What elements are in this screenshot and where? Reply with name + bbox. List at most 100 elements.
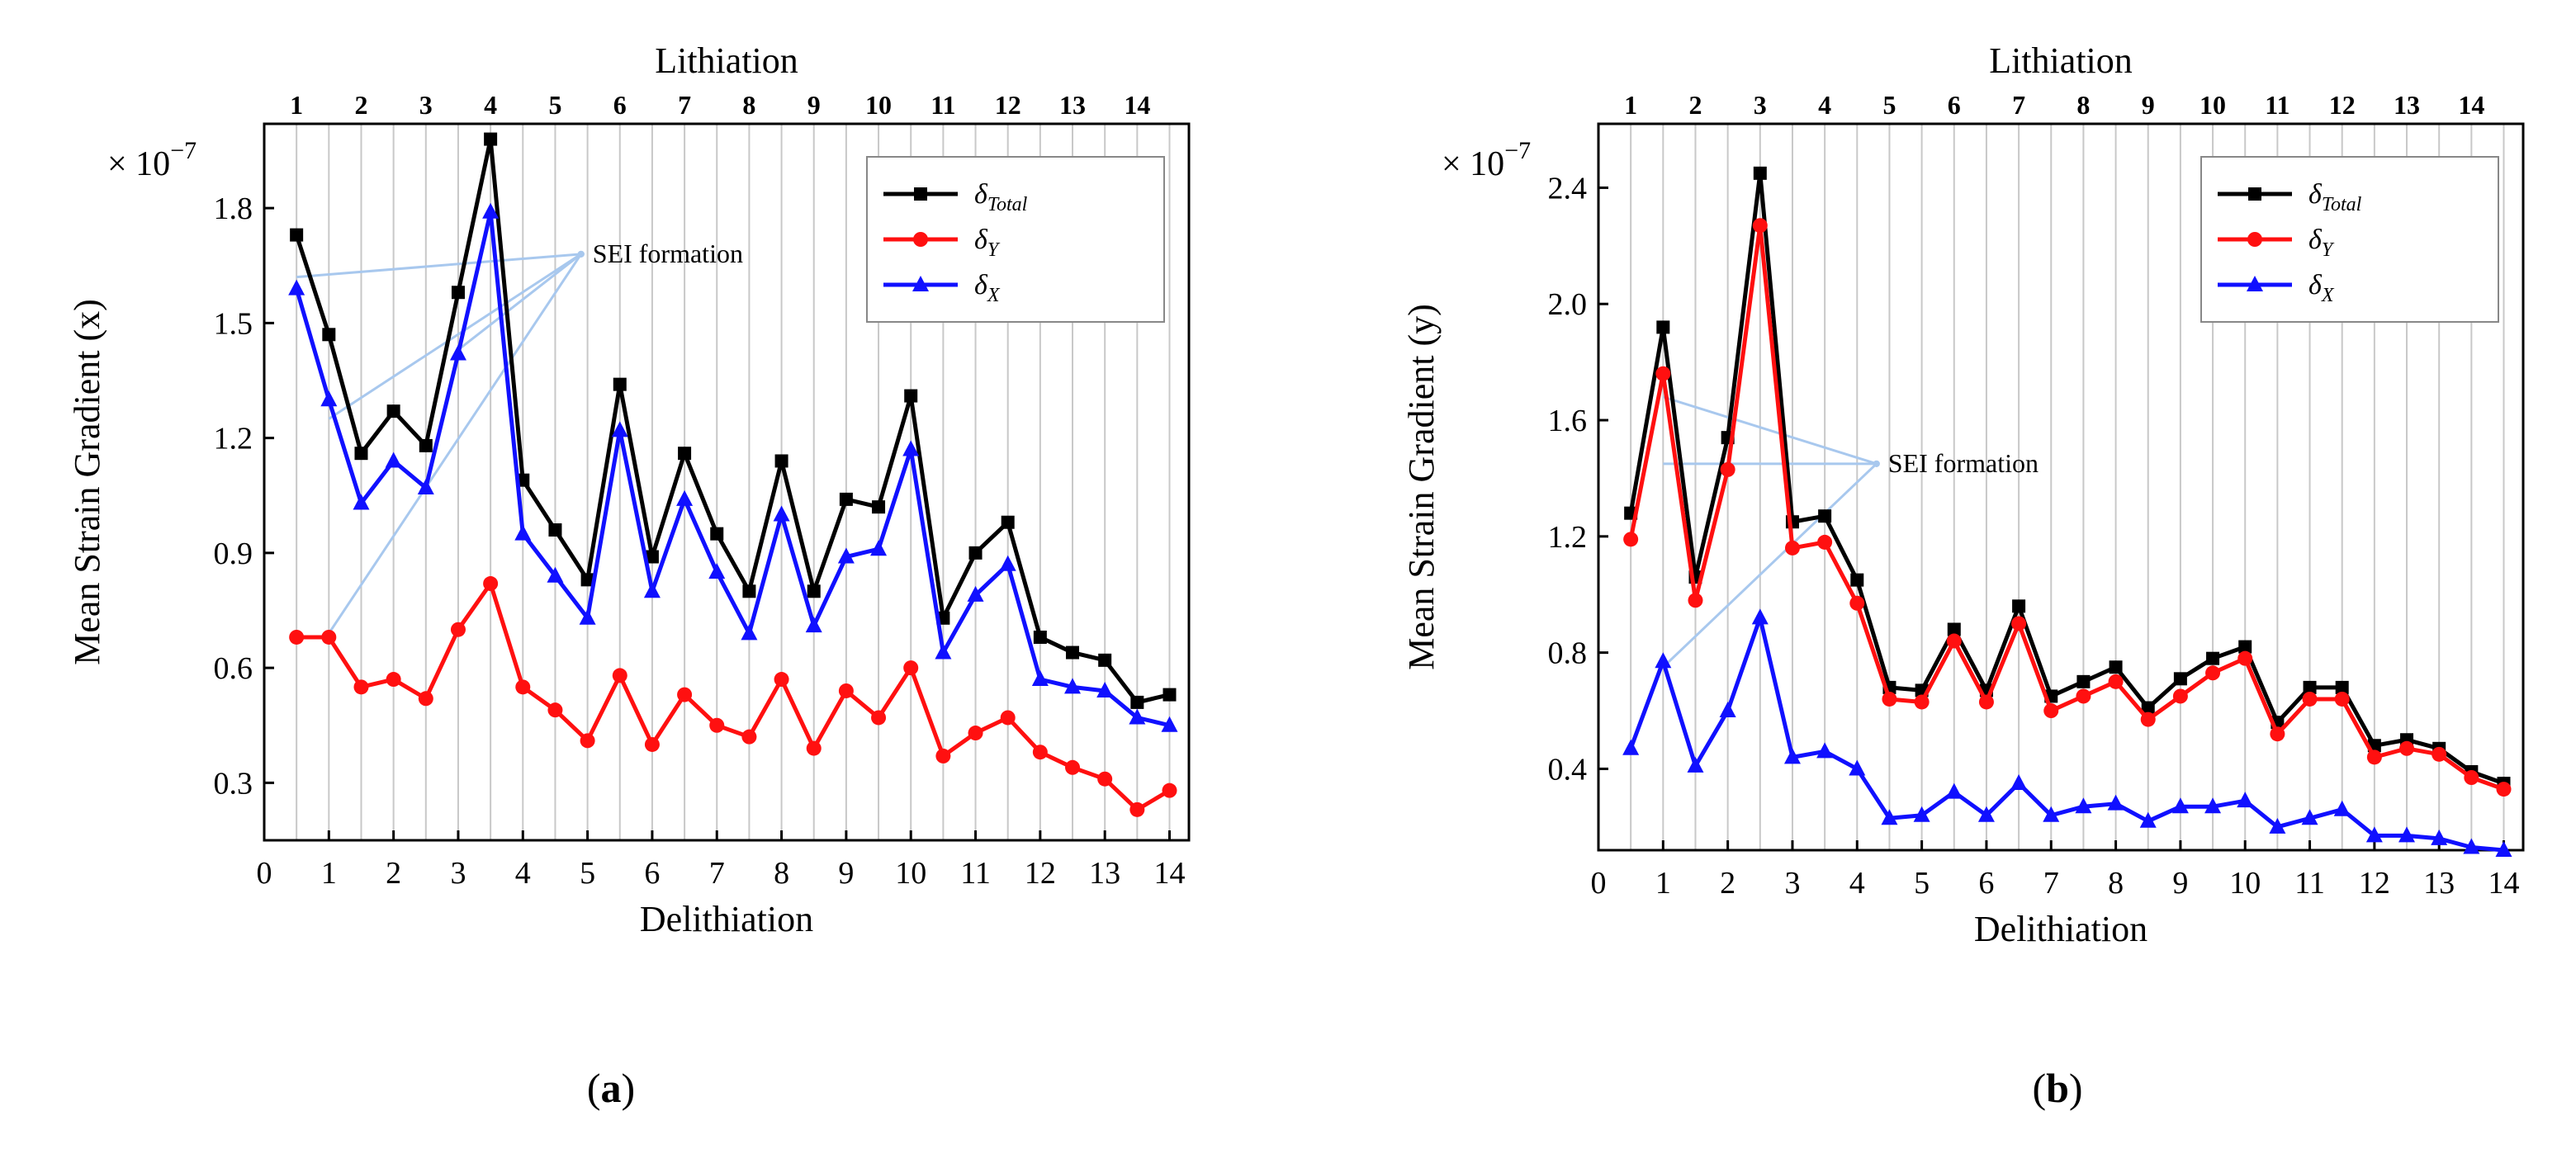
x-tick-label: 4 xyxy=(515,856,531,891)
data-point xyxy=(2043,806,2060,822)
series-total xyxy=(290,132,1177,709)
data-point xyxy=(1655,366,1671,381)
data-point xyxy=(2398,826,2416,843)
top-tick-label: 2 xyxy=(354,90,367,120)
data-point xyxy=(1913,806,1930,822)
data-point xyxy=(353,494,370,510)
x-tick-label: 6 xyxy=(1978,866,1994,901)
y-tick-label: 1.8 xyxy=(214,192,253,226)
x-tick-label: 2 xyxy=(386,856,401,891)
data-point xyxy=(289,629,305,645)
data-point xyxy=(2108,674,2124,689)
data-point xyxy=(483,576,499,592)
data-point xyxy=(418,691,433,707)
data-point xyxy=(643,582,661,598)
data-point xyxy=(677,687,693,702)
data-point xyxy=(2303,680,2317,694)
x-tick-label: 11 xyxy=(960,856,991,891)
data-point xyxy=(2140,712,2156,727)
data-point xyxy=(2432,746,2447,762)
axis-multiplier: × 10−7 xyxy=(107,137,197,183)
legend-entry-subscript: Total xyxy=(987,194,1028,215)
data-point xyxy=(1162,783,1177,798)
y-axis-title: Mean Strain Gradient (y) xyxy=(1401,304,1442,670)
top-tick-label: 7 xyxy=(2012,90,2025,120)
x-tick-label: 12 xyxy=(2359,866,2390,901)
top-tick-label: 5 xyxy=(1882,90,1896,120)
data-point xyxy=(2139,811,2157,828)
data-point xyxy=(2270,726,2285,742)
x-tick-label: 1 xyxy=(1655,866,1671,901)
data-point xyxy=(708,563,726,579)
data-point xyxy=(1881,809,1898,825)
x-tick-label: 3 xyxy=(1784,866,1800,901)
annotation-label: SEI formation xyxy=(1888,448,2039,478)
x-tick-label: 11 xyxy=(2294,866,2325,901)
top-axis-title: Lithiation xyxy=(1989,40,2133,81)
x-tick-label: 7 xyxy=(709,856,725,891)
data-point xyxy=(1001,515,1015,529)
data-point xyxy=(2109,660,2123,674)
data-point xyxy=(741,729,757,745)
x-tick-label: 9 xyxy=(2172,866,2188,901)
data-point xyxy=(2238,640,2252,654)
top-tick-label: 6 xyxy=(1948,90,1961,120)
x-tick-label: 13 xyxy=(2423,866,2455,901)
data-point xyxy=(2141,701,2155,715)
data-point xyxy=(1914,694,1930,710)
data-point xyxy=(1065,759,1081,775)
x-tick-label: 9 xyxy=(838,856,854,891)
annotation-arrowhead xyxy=(1873,460,1880,467)
data-point xyxy=(1945,783,1963,799)
data-point xyxy=(1033,630,1047,644)
x-tick-label: 2 xyxy=(1720,866,1735,901)
data-point xyxy=(2335,680,2349,694)
top-tick-label: 8 xyxy=(742,90,755,120)
data-point xyxy=(1656,320,1670,334)
data-point xyxy=(419,438,433,452)
data-point xyxy=(2012,599,2026,613)
x-tick-label: 1 xyxy=(321,856,337,891)
x-tick-label: 0 xyxy=(257,856,272,891)
data-point xyxy=(839,492,853,506)
axis-multiplier-exponent: −7 xyxy=(1504,137,1531,164)
x-tick-label: 14 xyxy=(1154,856,1186,891)
data-point xyxy=(773,505,790,522)
data-point xyxy=(678,447,692,461)
data-point xyxy=(579,608,596,625)
data-point xyxy=(2010,774,2028,791)
data-point xyxy=(2301,809,2318,825)
data-point xyxy=(2269,817,2286,834)
top-tick-label: 11 xyxy=(2265,90,2290,120)
top-tick-label: 5 xyxy=(548,90,561,120)
x-tick-label: 7 xyxy=(2043,866,2059,901)
x-tick-label: 10 xyxy=(895,856,926,891)
annotation-arrow xyxy=(1662,462,1878,669)
data-point xyxy=(2171,797,2189,814)
data-point xyxy=(1817,534,1833,550)
data-point xyxy=(417,478,434,494)
series-x xyxy=(288,202,1178,732)
x-tick-label: 3 xyxy=(450,856,466,891)
top-tick-label: 13 xyxy=(1059,90,1086,120)
top-tick-label: 11 xyxy=(930,90,955,120)
x-tick-label: 10 xyxy=(2229,866,2261,901)
data-point xyxy=(2302,691,2318,707)
data-point xyxy=(2237,792,2254,808)
data-point xyxy=(288,279,305,296)
data-point xyxy=(2495,841,2512,857)
annotation-arrow xyxy=(328,253,583,635)
legend-marker xyxy=(913,232,928,247)
data-point xyxy=(322,328,336,342)
data-point xyxy=(2173,672,2187,686)
top-tick-label: 2 xyxy=(1688,90,1702,120)
legend-marker xyxy=(914,187,927,201)
y-tick-label: 0.3 xyxy=(214,766,253,801)
data-point xyxy=(611,421,628,437)
data-point xyxy=(1064,678,1082,694)
data-point xyxy=(807,584,821,598)
data-point xyxy=(1096,681,1114,697)
data-point xyxy=(805,617,822,633)
